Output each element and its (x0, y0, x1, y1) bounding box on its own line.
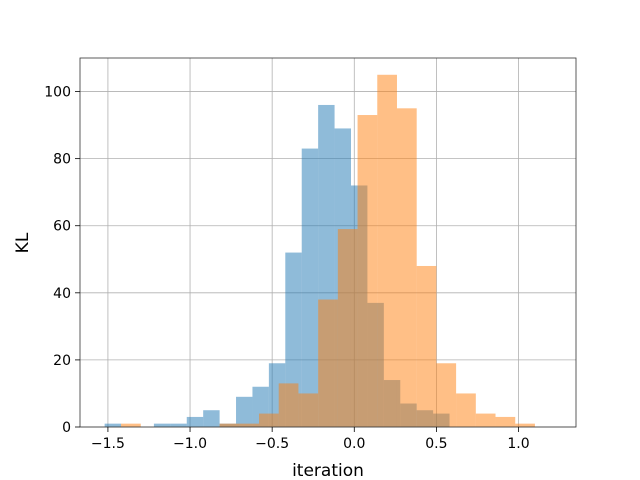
histogram-bar-series-1 (236, 396, 253, 427)
y-tick-label: 0 (62, 420, 71, 436)
histogram-bar-series-2 (456, 393, 476, 427)
histogram-bar-series-1 (301, 148, 319, 427)
histogram-bar-series-2 (515, 423, 535, 427)
x-tick-label: −0.5 (255, 436, 289, 452)
histogram-bar-series-1 (170, 423, 187, 427)
histogram-bar-series-2 (219, 423, 240, 427)
y-tick-label: 100 (44, 85, 71, 101)
histogram-bar-series-2 (278, 383, 299, 427)
histogram-bars (104, 74, 535, 428)
histogram-bar-series-1 (186, 416, 204, 427)
x-tick-label: 1.0 (507, 436, 529, 452)
x-tick-label: −1.0 (173, 436, 207, 452)
histogram-bar-series-2 (298, 393, 319, 427)
axis-ticks: −1.5 −1.0 −0.5 0.0 0.5 1.0 0 20 40 60 80 100 (44, 85, 529, 452)
plot-frame (79, 57, 577, 428)
histogram-bar-series-2 (239, 423, 260, 427)
y-tick-label: 60 (53, 219, 71, 235)
histogram-bar-series-2 (436, 363, 457, 427)
x-tick-label: −1.5 (91, 436, 125, 452)
histogram-bar-series-2 (318, 299, 338, 427)
x-tick-label: 0.0 (343, 436, 365, 452)
histogram-bar-series-2 (416, 265, 437, 427)
histogram-bar-series-1 (203, 410, 220, 427)
histogram-bar-series-2 (357, 115, 378, 427)
histogram-bar-series-2 (475, 413, 496, 427)
histogram-bar-series-2 (259, 413, 279, 427)
histogram-bar-series-2 (337, 229, 358, 427)
y-tick-label: 80 (53, 152, 71, 168)
x-axis-label: iteration (292, 461, 364, 480)
histogram-bar-series-1 (104, 423, 122, 427)
y-axis-label: KL (13, 232, 33, 253)
x-tick-label: 0.5 (425, 436, 447, 452)
histogram-bar-series-2 (121, 423, 141, 427)
histogram-bar-series-1 (153, 423, 171, 427)
y-tick-label: 40 (53, 286, 71, 302)
histogram-bar-series-2 (377, 74, 397, 427)
histogram-bar-series-2 (495, 416, 516, 427)
histogram-bar-series-2 (396, 108, 417, 428)
y-tick-label: 20 (53, 353, 71, 369)
